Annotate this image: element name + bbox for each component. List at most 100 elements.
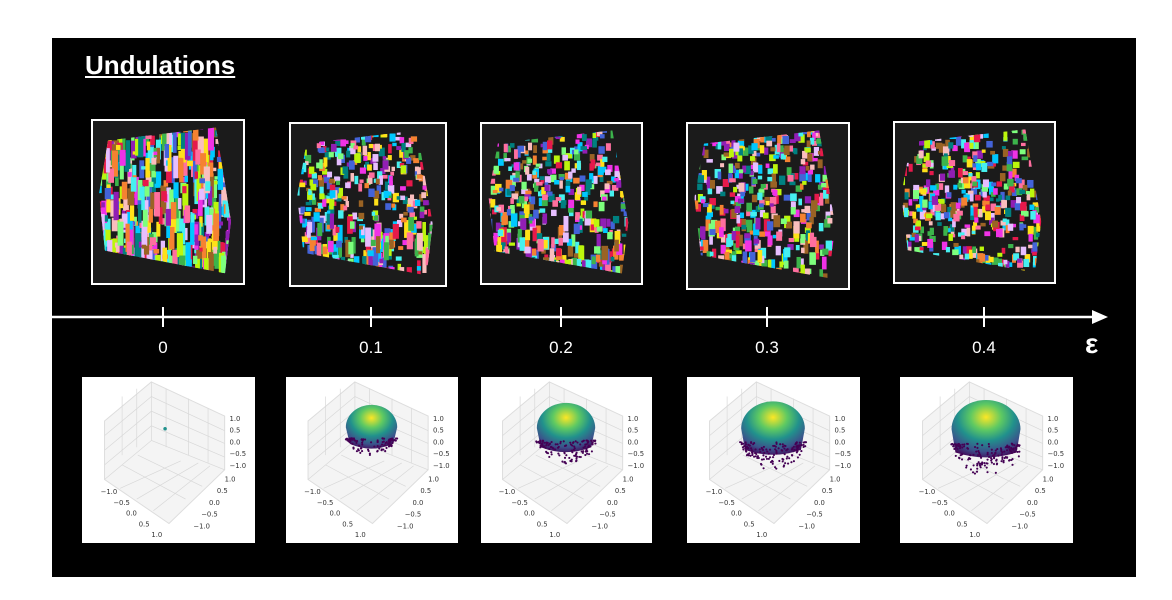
grain — [334, 147, 342, 157]
grain — [208, 186, 213, 206]
grain — [213, 213, 219, 241]
data-point — [791, 447, 794, 450]
grain — [823, 166, 828, 175]
data-point — [976, 467, 979, 470]
grain — [916, 207, 923, 212]
data-point — [360, 438, 363, 441]
grain — [143, 137, 150, 146]
grain — [1002, 224, 1008, 231]
grain — [203, 258, 209, 274]
grain — [971, 214, 978, 221]
grain — [919, 246, 924, 256]
grain — [581, 134, 587, 141]
data-point — [767, 457, 770, 460]
z-tick-label: 0.5 — [835, 427, 846, 435]
data-point — [1004, 456, 1007, 459]
grain — [807, 169, 814, 175]
grain — [757, 192, 763, 201]
grain — [130, 140, 137, 159]
grain — [798, 131, 804, 137]
grain — [501, 215, 507, 226]
grain — [972, 246, 977, 254]
data-point — [541, 442, 544, 445]
grain — [316, 143, 321, 149]
data-point — [550, 440, 553, 444]
grain — [1012, 161, 1020, 168]
grain — [113, 191, 119, 221]
grain — [199, 247, 203, 252]
grain — [154, 192, 160, 217]
epsilon-value-label: 0.1 — [359, 338, 383, 357]
data-point — [575, 455, 579, 458]
data-point — [960, 458, 964, 461]
data-point — [1007, 446, 1011, 449]
x-tick-label: 0.5 — [957, 520, 968, 528]
grain — [592, 133, 597, 138]
grain — [335, 140, 341, 146]
grain — [533, 209, 539, 219]
grain — [779, 175, 786, 185]
data-point — [355, 440, 359, 443]
data-point — [586, 450, 589, 453]
grain — [323, 176, 331, 182]
grain — [489, 178, 496, 184]
grain — [347, 258, 354, 265]
grain — [1017, 258, 1022, 263]
grain — [918, 150, 924, 159]
grain — [218, 194, 224, 205]
grain — [541, 187, 546, 195]
grain — [935, 142, 943, 149]
grain — [792, 148, 797, 153]
grain — [819, 192, 825, 197]
data-point — [355, 450, 359, 453]
data-point — [576, 441, 579, 444]
grain — [562, 255, 567, 265]
grain — [153, 151, 158, 155]
grain — [784, 156, 791, 163]
grain — [1008, 244, 1014, 249]
grain — [922, 168, 928, 173]
grain — [731, 138, 736, 147]
data-point — [570, 458, 573, 461]
grain — [1032, 202, 1039, 207]
grain — [724, 245, 729, 250]
x-tick-label: 0.0 — [330, 510, 341, 518]
grain — [589, 184, 595, 190]
grain — [504, 246, 509, 256]
grain — [522, 160, 527, 164]
grain — [717, 171, 722, 180]
grain — [152, 232, 158, 243]
grain — [929, 193, 936, 198]
grain — [1022, 184, 1028, 191]
grain — [961, 203, 965, 208]
data-point — [535, 440, 538, 443]
data-point — [575, 459, 578, 462]
grain — [757, 175, 763, 180]
data-point — [744, 449, 748, 452]
grain — [510, 204, 515, 214]
data-point — [542, 445, 545, 448]
grain — [147, 220, 151, 233]
data-point — [559, 440, 562, 443]
grain — [823, 186, 830, 190]
grain — [709, 179, 715, 189]
grain — [950, 202, 957, 211]
data-point — [986, 471, 989, 474]
grain — [182, 186, 187, 194]
grain — [212, 179, 218, 198]
grain — [555, 162, 563, 169]
grain — [729, 178, 736, 183]
grain — [516, 197, 521, 206]
grain — [167, 127, 173, 148]
grain — [1033, 214, 1040, 224]
grain — [530, 248, 537, 257]
grain — [497, 229, 504, 237]
x-tick-label: 0.5 — [139, 520, 150, 528]
grain — [544, 184, 550, 192]
grain — [510, 180, 516, 187]
grain — [723, 152, 730, 157]
grain — [737, 198, 745, 204]
grain — [127, 157, 133, 184]
grain — [358, 183, 363, 192]
grain — [301, 236, 308, 243]
